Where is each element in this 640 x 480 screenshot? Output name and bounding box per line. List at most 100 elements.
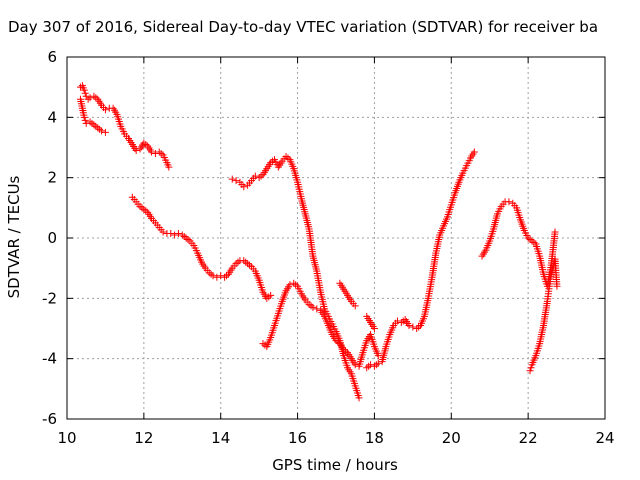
data-point <box>148 148 156 156</box>
data-point <box>551 228 559 236</box>
data-point <box>221 273 229 281</box>
data-point <box>372 361 380 369</box>
series-8 <box>478 198 559 290</box>
data-point <box>397 318 405 326</box>
data-point <box>526 367 534 375</box>
data-point <box>505 198 513 206</box>
data-point <box>182 234 190 242</box>
x-tick-label: 14 <box>211 429 230 447</box>
data-point <box>527 364 535 372</box>
data-point <box>207 270 215 278</box>
y-tick-label: -6 <box>42 410 57 428</box>
data-point <box>184 236 192 244</box>
data-point <box>155 148 163 156</box>
data-point <box>88 119 96 127</box>
y-tick-label: 2 <box>47 169 57 187</box>
series-6 <box>363 148 478 372</box>
data-point <box>470 148 478 156</box>
data-point <box>292 281 300 289</box>
data-point <box>267 291 275 299</box>
series-0 <box>76 82 173 171</box>
x-tick-label: 24 <box>595 429 614 447</box>
data-point <box>351 361 359 369</box>
y-tick-label: 6 <box>47 48 57 66</box>
series-1 <box>76 95 109 136</box>
data-point <box>363 364 371 372</box>
data-point <box>374 359 382 367</box>
data-point <box>405 321 413 329</box>
series-2 <box>128 193 275 302</box>
data-point <box>355 394 363 402</box>
y-tick-label: -2 <box>42 289 57 307</box>
data-point <box>413 325 421 332</box>
x-tick-label: 20 <box>442 429 461 447</box>
data-point <box>165 163 173 171</box>
y-tick-label: -4 <box>42 350 57 368</box>
data-point <box>526 236 534 244</box>
data-point <box>138 204 146 212</box>
data-point <box>174 229 182 237</box>
data-point <box>84 95 92 103</box>
data-point <box>159 228 167 236</box>
x-tick-label: 18 <box>365 429 384 447</box>
series-3 <box>228 153 363 402</box>
data-point <box>81 116 89 124</box>
data-point <box>234 258 242 266</box>
x-tick-label: 12 <box>134 429 153 447</box>
data-point <box>80 113 88 121</box>
data-point <box>98 127 106 135</box>
data-point <box>240 183 248 191</box>
x-axis-label: GPS time / hours <box>272 456 398 474</box>
data-point <box>246 261 254 269</box>
data-point <box>101 106 109 114</box>
data-point <box>242 258 250 266</box>
data-point <box>290 279 298 287</box>
data-point <box>90 121 98 129</box>
chart-title: Day 307 of 2016, Sidereal Day-to-day VTE… <box>8 18 598 36</box>
series-9 <box>526 255 561 375</box>
data-point <box>259 340 267 348</box>
data-point <box>370 325 378 332</box>
x-tick-label: 10 <box>57 429 76 447</box>
data-point <box>81 89 89 97</box>
data-point <box>142 207 150 215</box>
series-7 <box>363 312 378 332</box>
data-point <box>553 282 561 290</box>
data-point <box>171 231 179 239</box>
data-point <box>222 272 230 280</box>
y-tick-label: 4 <box>47 108 57 126</box>
data-point <box>132 147 140 155</box>
data-point <box>228 175 236 183</box>
data-point <box>167 229 175 237</box>
plot-frame <box>66 56 606 420</box>
data-point <box>80 86 88 94</box>
x-tick-label: 16 <box>288 429 307 447</box>
data-point <box>82 92 90 100</box>
data-point <box>240 257 248 265</box>
data-point <box>157 150 165 158</box>
data-point <box>257 172 265 180</box>
data-point <box>255 174 263 182</box>
data-point <box>92 94 100 102</box>
data-point <box>351 302 359 310</box>
series-5 <box>336 279 359 310</box>
data-point <box>213 273 221 281</box>
data-point <box>92 122 100 130</box>
data-point <box>528 237 536 245</box>
data-point <box>180 232 188 240</box>
data-point <box>140 205 148 213</box>
y-axis-label: SDTVAR / TECUs <box>5 175 23 298</box>
data-point <box>309 303 317 311</box>
data-point <box>178 231 186 239</box>
grid <box>66 56 606 420</box>
series-4 <box>259 279 382 370</box>
x-tick-label: 22 <box>519 429 538 447</box>
data-point <box>244 260 252 268</box>
data-point <box>101 128 109 136</box>
data-point <box>86 118 94 126</box>
data-point <box>232 177 240 185</box>
y-tick-label: 0 <box>47 229 57 247</box>
data-point <box>370 362 378 370</box>
data-point <box>269 157 277 165</box>
